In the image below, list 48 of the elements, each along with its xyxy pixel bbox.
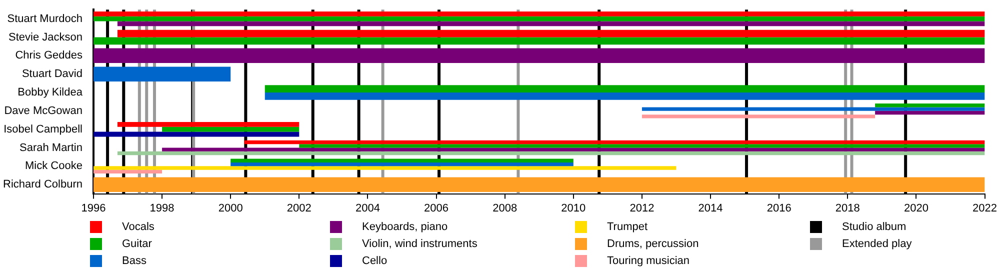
- x-tick-label: 2020: [904, 202, 928, 214]
- legend-label: Cello: [362, 254, 388, 266]
- y-tick-label: Chris Geddes: [15, 50, 83, 62]
- x-tick-label: 2012: [630, 202, 654, 214]
- bar: [642, 114, 876, 118]
- legend-label: Bass: [122, 254, 146, 266]
- y-tick-label: Stuart David: [22, 68, 82, 80]
- x-tick-label: 2000: [218, 202, 243, 214]
- legend-label: Touring musician: [607, 254, 690, 266]
- y-tick-label: Stuart Murdoch: [7, 12, 82, 25]
- legend-label: Drums, percussion: [607, 238, 699, 250]
- legend-label: Keyboards, piano: [362, 220, 448, 232]
- legend-label: Trumpet: [607, 220, 648, 232]
- legend-label: Guitar: [122, 238, 152, 250]
- legend-label: Extended play: [842, 238, 912, 250]
- y-tick-label: Richard Colburn: [2, 178, 82, 191]
- y-tick-label: Bobby Kildea: [18, 86, 84, 99]
- bar: [117, 122, 300, 127]
- y-tick-label: Sarah Martin: [19, 142, 82, 154]
- legend-label: Vocals: [122, 220, 154, 232]
- bar: [93, 170, 162, 174]
- x-tick-label: 1998: [150, 202, 174, 214]
- legend-label: Violin, wind instruments: [362, 238, 478, 250]
- x-tick-label: 1996: [81, 202, 106, 214]
- bar: [93, 177, 985, 192]
- bar: [117, 21, 985, 26]
- y-tick-label: Isobel Campbell: [4, 123, 82, 136]
- x-tick-label: 2022: [972, 202, 998, 214]
- y-tick-label: Mick Cooke: [25, 160, 82, 172]
- bar: [117, 151, 985, 156]
- legend-label: Studio album: [842, 220, 906, 232]
- x-tick-label: 2008: [492, 202, 518, 214]
- x-tick-label: 2010: [561, 202, 586, 214]
- x-tick-label: 2018: [835, 202, 860, 214]
- bar: [875, 110, 985, 115]
- x-tick-label: 2002: [286, 202, 312, 214]
- bar: [93, 166, 676, 170]
- bar: [299, 144, 985, 148]
- bar: [93, 16, 985, 22]
- x-tick-label: 2016: [766, 202, 792, 214]
- y-tick-label: Stevie Jackson: [8, 31, 82, 44]
- bar: [244, 140, 985, 144]
- bar: [162, 148, 985, 152]
- bar: [93, 132, 300, 137]
- x-tick-label: 2014: [698, 202, 723, 214]
- x-tick-label: 2006: [424, 202, 449, 214]
- x-tick-label: 2004: [355, 202, 380, 214]
- y-tick-label: Dave McGowan: [4, 104, 82, 117]
